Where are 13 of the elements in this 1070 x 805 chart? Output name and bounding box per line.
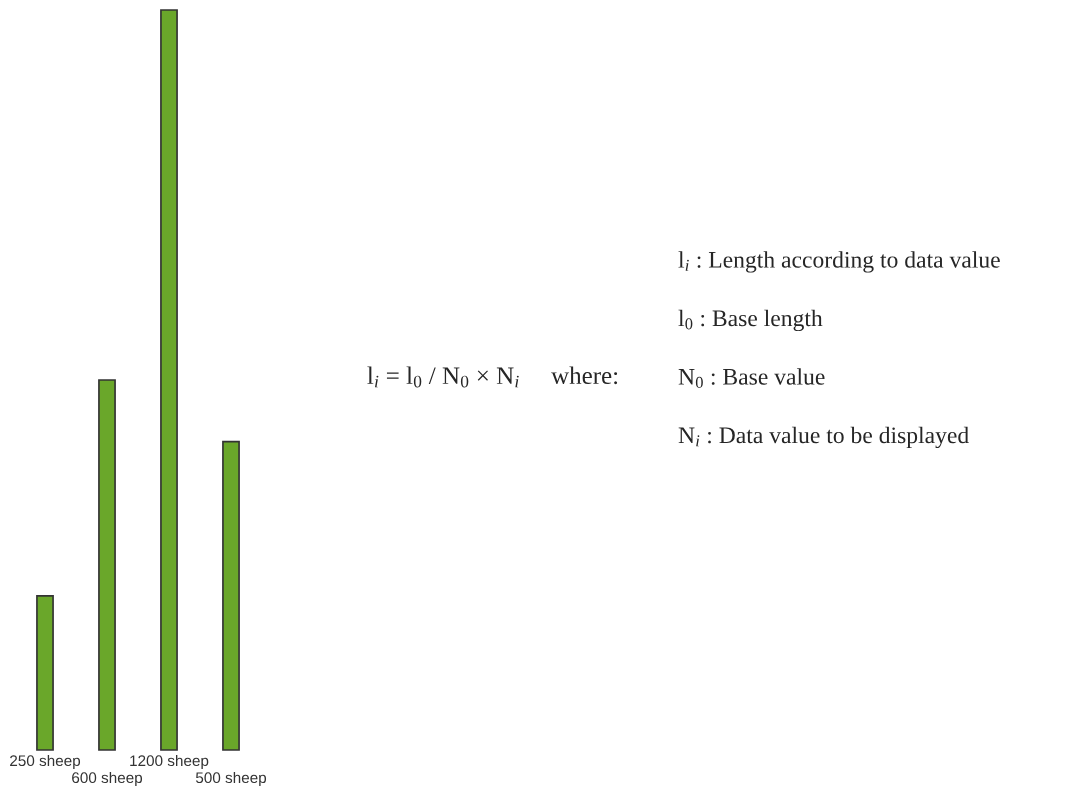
- text: l$_{0}$ : Base length: [678, 309, 823, 332]
- bar: [36, 594, 54, 751]
- bar: [160, 9, 178, 751]
- text: l$_{i}$ : Length according to data value: [678, 251, 1000, 273]
- bar: [98, 379, 116, 751]
- data-label: 600 sheep: [72, 771, 143, 787]
- text: N$_{i}$ : Data value to be displayed: [678, 426, 969, 449]
- data-label: 500 sheep: [195, 771, 267, 787]
- text: l$_{i}$ = l$_{0}$ / N$_{0}$ × N$_{i}$ where:: [367, 366, 618, 388]
- data-label: 1200 sheep: [130, 754, 209, 770]
- text: N$_{0}$ : Base value: [678, 368, 825, 388]
- bar: [222, 440, 240, 751]
- data-label: 250 sheep: [10, 754, 81, 770]
